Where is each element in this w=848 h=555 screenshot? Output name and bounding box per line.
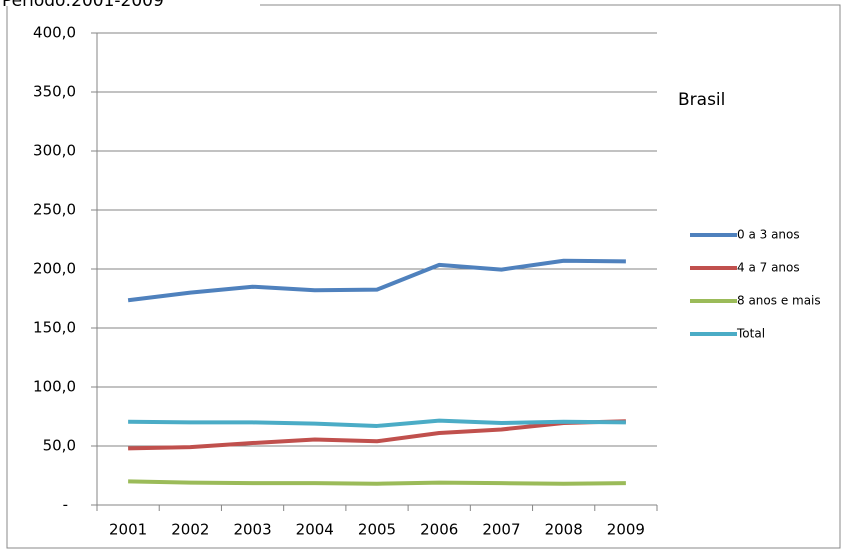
y-tick-label: - [63,496,68,514]
y-tick-label: 250,0 [33,201,76,219]
y-tick-label: 200,0 [33,260,76,278]
series-line [128,419,626,451]
series-line [128,479,626,486]
y-tick-label: 300,0 [33,142,76,160]
legend-label: 0 a 3 anos [737,228,800,242]
x-tick-label: 2007 [482,521,520,539]
legend-label: 4 a 7 anos [737,261,800,275]
y-tick-label: 50,0 [43,437,76,455]
x-tick-label: 2002 [171,521,209,539]
legend-label: Total [736,327,765,341]
x-tick-label: 2003 [233,521,271,539]
y-tick-label: 400,0 [33,24,76,42]
subtitle-backdrop [0,0,260,6]
y-tick-label: 150,0 [33,319,76,337]
x-tick-label: 2004 [296,521,334,539]
x-tick-label: 2006 [420,521,458,539]
subtitle: Período:2001-2009 [2,0,164,11]
y-tick-label: 100,0 [33,378,76,396]
annotation: Brasil [678,90,725,110]
series-line [127,258,626,303]
x-tick-label: 2001 [109,521,147,539]
x-tick-label: 2009 [607,521,645,539]
chart-frame [6,4,841,549]
legend-label: 8 anos e mais [737,294,821,308]
y-tick-label: 350,0 [33,83,76,101]
x-tick-label: 2008 [545,521,583,539]
x-tick-label: 2005 [358,521,396,539]
series-line [128,418,626,428]
